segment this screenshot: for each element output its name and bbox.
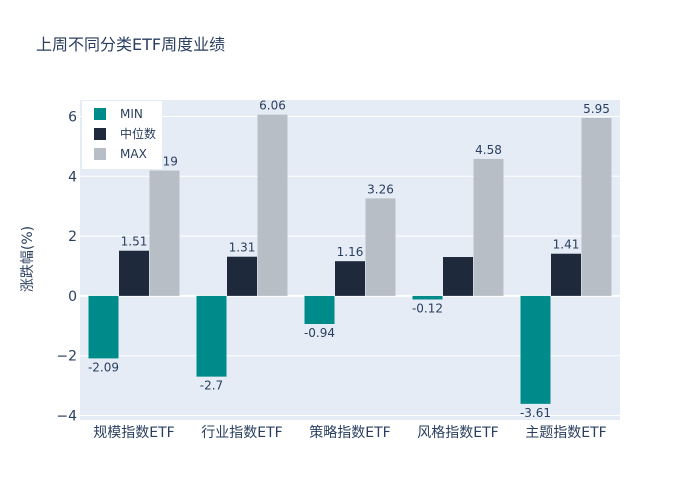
bar[interactable]: [149, 170, 180, 296]
y-tick-label: 2: [68, 229, 77, 245]
data-label: 3.26: [367, 182, 394, 196]
legend-swatch[interactable]: [94, 148, 106, 160]
y-tick-label: −2: [56, 349, 77, 365]
x-tick-label: 风格指数ETF: [417, 425, 498, 441]
legend-swatch[interactable]: [94, 128, 106, 140]
legend-label[interactable]: 中位数: [120, 126, 156, 141]
bar[interactable]: [443, 257, 473, 296]
data-label: -0.94: [304, 326, 335, 340]
bar[interactable]: [304, 295, 335, 324]
bar[interactable]: [581, 117, 612, 296]
bar[interactable]: [520, 295, 551, 404]
bar[interactable]: [412, 295, 443, 300]
legend-label[interactable]: MIN: [120, 107, 143, 121]
bar[interactable]: [335, 261, 365, 296]
bar[interactable]: [551, 253, 581, 296]
data-label: 1.16: [337, 245, 364, 259]
y-tick-label: −4: [56, 409, 77, 425]
bar[interactable]: [473, 158, 504, 296]
x-tick-label: 主题指数ETF: [525, 425, 606, 441]
data-label: 1.51: [121, 235, 148, 249]
data-label: 4.58: [475, 143, 502, 157]
y-axis-label: 涨跌幅(%): [20, 226, 36, 292]
bar[interactable]: [119, 250, 149, 296]
data-label: -3.61: [520, 406, 551, 420]
y-tick-label: 4: [68, 169, 77, 185]
data-label: 5.95: [583, 102, 610, 116]
bars: [88, 114, 612, 404]
y-tick-label: 6: [68, 109, 77, 125]
bar[interactable]: [88, 295, 119, 359]
x-axis-ticks: 规模指数ETF 行业指数ETF 策略指数ETF 风格指数ETF 主题指数ETF: [93, 424, 606, 441]
x-tick-label: 行业指数ETF: [201, 425, 282, 441]
data-labels: -2.091.514.19-2.71.316.06-0.941.163.26-0…: [88, 99, 610, 420]
bar[interactable]: [227, 256, 257, 296]
chart-title: 上周不同分类ETF周度业绩: [36, 35, 225, 54]
legend-label[interactable]: MAX: [120, 147, 147, 161]
data-label: 1.31: [229, 241, 256, 255]
data-label: -2.7: [200, 379, 223, 393]
y-axis-ticks: −4 −2 0 2 4 6: [56, 109, 77, 424]
data-label: -0.12: [412, 301, 443, 315]
x-tick-label: 规模指数ETF: [93, 425, 174, 441]
legend[interactable]: MIN 中位数 MAX: [82, 101, 162, 169]
bar[interactable]: [257, 114, 288, 296]
data-label: -2.09: [88, 360, 119, 374]
data-label: 6.06: [259, 99, 286, 113]
bar[interactable]: [196, 295, 227, 377]
y-tick-label: 0: [68, 289, 77, 305]
data-label: 1.41: [553, 238, 580, 252]
bar[interactable]: [365, 198, 396, 296]
x-tick-label: 策略指数ETF: [309, 424, 390, 441]
legend-swatch[interactable]: [94, 108, 106, 120]
